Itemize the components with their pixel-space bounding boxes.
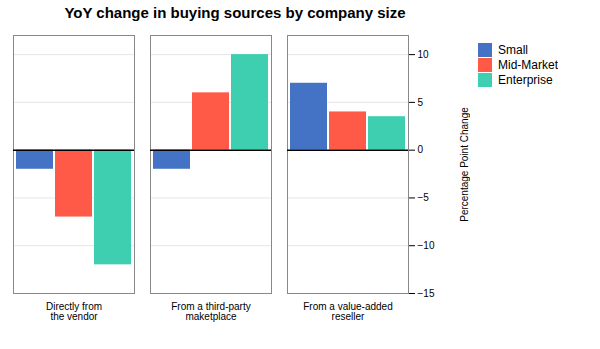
svg-text:5: 5 xyxy=(418,97,424,108)
html-text:YoY change in buying sources b: YoY change in buying sources by company … xyxy=(64,4,406,21)
svg-text:From a third-partymaketplace: From a third-partymaketplace xyxy=(171,301,250,322)
svg-text:10: 10 xyxy=(418,49,430,60)
svg-text:−10: −10 xyxy=(418,240,435,251)
html-text:Small: Small xyxy=(498,43,528,57)
html-text:Mid-Market: Mid-Market xyxy=(498,58,558,72)
svg-text:−5: −5 xyxy=(418,192,430,203)
svg-text:−15: −15 xyxy=(418,288,435,299)
html-text:Enterprise: Enterprise xyxy=(498,73,553,87)
svg-text:Percentage Point Change: Percentage Point Change xyxy=(459,107,470,222)
svg-text:From a value-addedreseller: From a value-addedreseller xyxy=(303,301,393,322)
svg-text:Directly fromthe vendor: Directly fromthe vendor xyxy=(46,301,102,322)
svg-text:0: 0 xyxy=(418,144,424,155)
